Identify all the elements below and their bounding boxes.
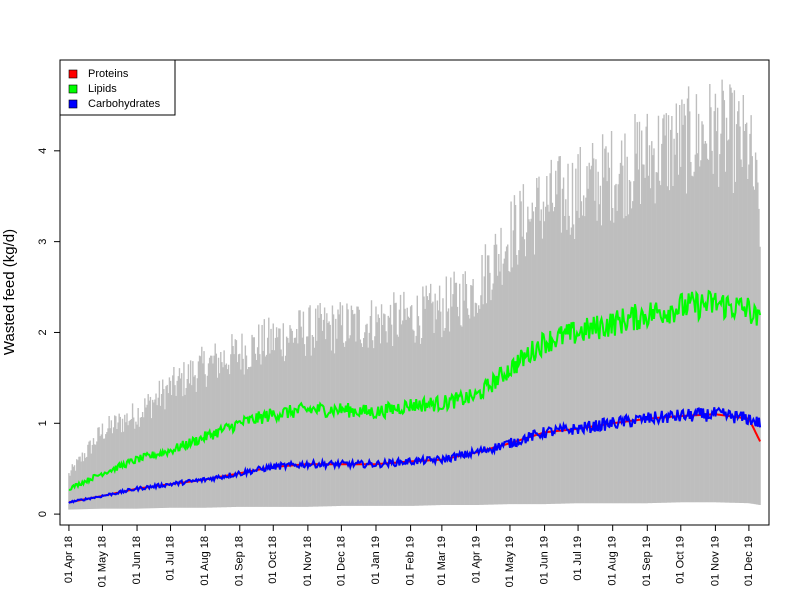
x-tick-label: 01 Feb 19 [404,536,416,586]
legend-box [59,59,176,116]
legend-swatch-proteins [68,69,78,79]
x-tick-label: 01 Oct 18 [267,536,279,584]
x-tick-label: 01 Mar 19 [436,536,448,586]
x-tick-label: 01 Sep 19 [641,536,653,586]
y-axis: 0 1 2 3 4 [37,148,61,517]
x-tick-label: 01 Aug 18 [199,536,211,586]
x-tick-label: 01 Aug 19 [607,536,619,586]
legend: Proteins Lipids Carbohydrates [59,59,176,116]
x-tick-label: 01 Oct 19 [675,536,687,584]
legend-label-carbohydrates: Carbohydrates [88,98,161,110]
x-tick-label: 01 Nov 18 [302,536,314,586]
y-tick-label: 0 [37,511,49,517]
legend-label-proteins: Proteins [88,68,129,80]
y-tick-label: 3 [37,239,49,245]
range-band [68,79,761,510]
legend-swatch-lipids [68,84,78,94]
x-tick-label: 01 Dec 18 [335,536,347,586]
series-lines [68,289,762,504]
x-tick-label: 01 Nov 19 [709,536,721,586]
legend-label-lipids: Lipids [88,83,117,95]
y-axis-title: Wasted feed (kg/d) [1,229,18,355]
series-line-lipids [68,289,762,491]
x-tick-label: 01 Jul 19 [572,536,584,581]
x-tick-label: 01 Jul 18 [164,536,176,581]
y-tick-label: 2 [37,329,49,335]
x-tick-label: 01 Dec 19 [743,536,755,586]
x-tick-label: 01 Jan 19 [370,536,382,584]
x-tick-label: 01 Apr 19 [470,536,482,583]
series-line-carbohydrates [68,406,762,504]
legend-swatch-carbohydrates [68,99,78,109]
x-axis: 01 Apr 18 01 May 18 01 Jun 18 01 Jul 18 01 A… [63,524,755,587]
x-tick-label: 01 May 18 [96,536,108,587]
x-tick-label: 01 Jun 18 [131,536,143,584]
x-tick-label: 01 May 19 [504,536,516,587]
x-tick-label: 01 Apr 18 [63,536,75,583]
y-tick-label: 4 [37,148,49,154]
x-tick-label: 01 Sep 18 [234,536,246,586]
x-tick-label: 01 Jun 19 [538,536,550,584]
y-tick-label: 1 [37,420,49,426]
